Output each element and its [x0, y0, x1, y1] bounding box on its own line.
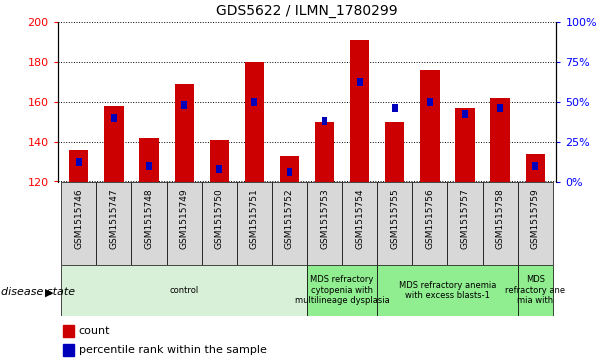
- FancyBboxPatch shape: [483, 182, 517, 265]
- FancyBboxPatch shape: [272, 182, 307, 265]
- Text: GSM1515750: GSM1515750: [215, 188, 224, 249]
- FancyBboxPatch shape: [167, 182, 202, 265]
- Bar: [252, 98, 257, 106]
- Bar: [69, 150, 89, 182]
- FancyBboxPatch shape: [131, 182, 167, 265]
- Text: GSM1515755: GSM1515755: [390, 188, 399, 249]
- Bar: [139, 138, 159, 182]
- FancyBboxPatch shape: [97, 182, 131, 265]
- FancyBboxPatch shape: [517, 265, 553, 316]
- Bar: [111, 114, 117, 122]
- Text: GSM1515748: GSM1515748: [145, 188, 154, 249]
- Bar: [286, 168, 292, 176]
- Bar: [392, 104, 398, 112]
- Bar: [491, 98, 510, 182]
- Bar: [462, 110, 468, 118]
- FancyBboxPatch shape: [237, 182, 272, 265]
- FancyBboxPatch shape: [377, 182, 412, 265]
- Text: percentile rank within the sample: percentile rank within the sample: [78, 345, 266, 355]
- Bar: [63, 325, 74, 338]
- Text: control: control: [170, 286, 199, 295]
- FancyBboxPatch shape: [61, 182, 97, 265]
- Bar: [76, 158, 81, 166]
- Text: GSM1515758: GSM1515758: [496, 188, 505, 249]
- Text: MDS refractory anemia
with excess blasts-1: MDS refractory anemia with excess blasts…: [399, 281, 496, 300]
- Bar: [280, 155, 299, 182]
- Bar: [385, 122, 404, 182]
- Text: disease state: disease state: [1, 287, 75, 297]
- FancyBboxPatch shape: [377, 265, 517, 316]
- Text: GSM1515747: GSM1515747: [109, 188, 119, 249]
- FancyBboxPatch shape: [447, 182, 483, 265]
- Title: GDS5622 / ILMN_1780299: GDS5622 / ILMN_1780299: [216, 4, 398, 18]
- Bar: [357, 78, 362, 86]
- Text: GSM1515759: GSM1515759: [531, 188, 540, 249]
- FancyBboxPatch shape: [61, 265, 307, 316]
- Bar: [455, 107, 475, 182]
- Text: GSM1515752: GSM1515752: [285, 188, 294, 249]
- Bar: [525, 154, 545, 182]
- FancyBboxPatch shape: [307, 265, 377, 316]
- Bar: [420, 70, 440, 182]
- FancyBboxPatch shape: [517, 182, 553, 265]
- Bar: [216, 165, 222, 173]
- Bar: [210, 139, 229, 182]
- Text: GSM1515757: GSM1515757: [460, 188, 469, 249]
- Text: MDS
refractory ane
mia with: MDS refractory ane mia with: [505, 276, 565, 305]
- Text: GSM1515746: GSM1515746: [74, 188, 83, 249]
- Bar: [181, 101, 187, 109]
- Text: GSM1515753: GSM1515753: [320, 188, 329, 249]
- Text: MDS refractory
cytopenia with
multilineage dysplasia: MDS refractory cytopenia with multilinea…: [295, 276, 390, 305]
- Text: GSM1515756: GSM1515756: [426, 188, 435, 249]
- FancyBboxPatch shape: [342, 182, 377, 265]
- Bar: [533, 162, 538, 170]
- Text: GSM1515749: GSM1515749: [179, 188, 188, 249]
- Bar: [427, 98, 433, 106]
- Bar: [315, 122, 334, 182]
- Bar: [146, 162, 152, 170]
- Bar: [322, 117, 328, 125]
- FancyBboxPatch shape: [307, 182, 342, 265]
- Text: GSM1515751: GSM1515751: [250, 188, 259, 249]
- FancyBboxPatch shape: [412, 182, 447, 265]
- FancyBboxPatch shape: [202, 182, 237, 265]
- Text: count: count: [78, 326, 110, 337]
- Bar: [497, 104, 503, 112]
- Bar: [105, 106, 123, 182]
- Bar: [350, 40, 370, 182]
- Text: ▶: ▶: [45, 287, 54, 297]
- Bar: [63, 344, 74, 356]
- Text: GSM1515754: GSM1515754: [355, 188, 364, 249]
- Bar: [244, 62, 264, 182]
- Bar: [174, 84, 194, 182]
